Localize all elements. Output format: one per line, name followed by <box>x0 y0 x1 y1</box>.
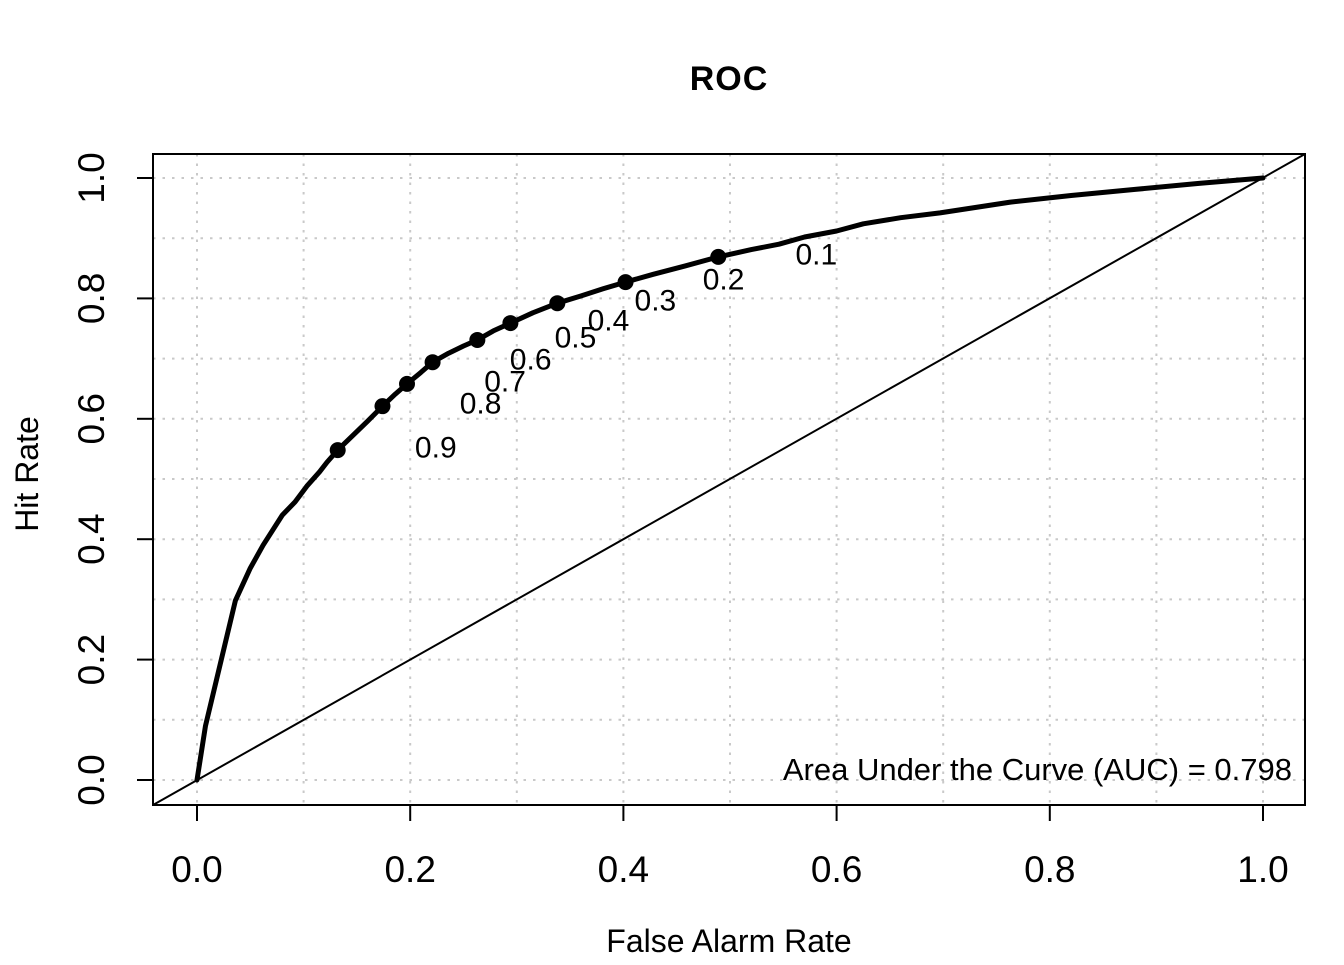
y-tick-label: 0.0 <box>71 754 112 805</box>
plot-border <box>152 153 1306 806</box>
criterion-dot <box>710 248 727 265</box>
x-axis-label: False Alarm Rate <box>606 923 851 959</box>
criterion-dot <box>617 274 634 291</box>
criterion-dot <box>469 331 486 348</box>
y-tick-label: 0.2 <box>71 634 112 685</box>
x-tick-label: 0.2 <box>384 849 435 890</box>
criterion-label: 0.4 <box>588 305 630 338</box>
y-axis-label: Hit Rate <box>9 416 45 532</box>
criterion-dot <box>399 375 416 392</box>
y-tick-label: 1.0 <box>71 152 112 203</box>
series-layer <box>152 153 1306 806</box>
chance-diagonal <box>152 153 1306 806</box>
axis-ticks-layer: 0.0 0.2 0.4 0.6 0.8 1.00.00.20.40.60.81.0 <box>71 152 1289 890</box>
grid-layer <box>153 154 1305 805</box>
criterion-points-layer: 0.1 0.2 0.30.40.50.60.70.80.9 <box>329 238 837 465</box>
chart-title: ROC <box>690 60 769 98</box>
y-tick-label: 0.4 <box>71 513 112 564</box>
criterion-dot <box>374 398 391 415</box>
criterion-label: 0.1 <box>795 238 837 271</box>
criterion-dot <box>549 295 566 312</box>
criterion-dot <box>424 354 441 371</box>
criterion-label: 0.3 <box>635 285 677 318</box>
criterion-label: 0.5 <box>555 321 597 354</box>
x-tick-label: 0.8 <box>1024 849 1075 890</box>
auc-annotation: Area Under the Curve (AUC) = 0.798 <box>783 752 1292 787</box>
roc-curve <box>194 175 1266 783</box>
criterion-label: 0.7 <box>484 365 526 398</box>
criterion-label: 0.2 <box>703 264 745 297</box>
x-tick-label: 0.0 <box>171 849 222 890</box>
y-tick-label: 0.8 <box>71 273 112 324</box>
criterion-label: 0.6 <box>510 344 552 377</box>
criterion-dot <box>329 442 346 459</box>
criterion-dot <box>502 315 519 332</box>
criterion-label: 0.9 <box>415 432 457 465</box>
criterion-label: 0.8 <box>460 388 502 421</box>
x-tick-label: 1.0 <box>1237 849 1288 890</box>
x-tick-label: 0.4 <box>598 849 649 890</box>
x-tick-label: 0.6 <box>811 849 862 890</box>
y-tick-label: 0.6 <box>71 393 112 444</box>
